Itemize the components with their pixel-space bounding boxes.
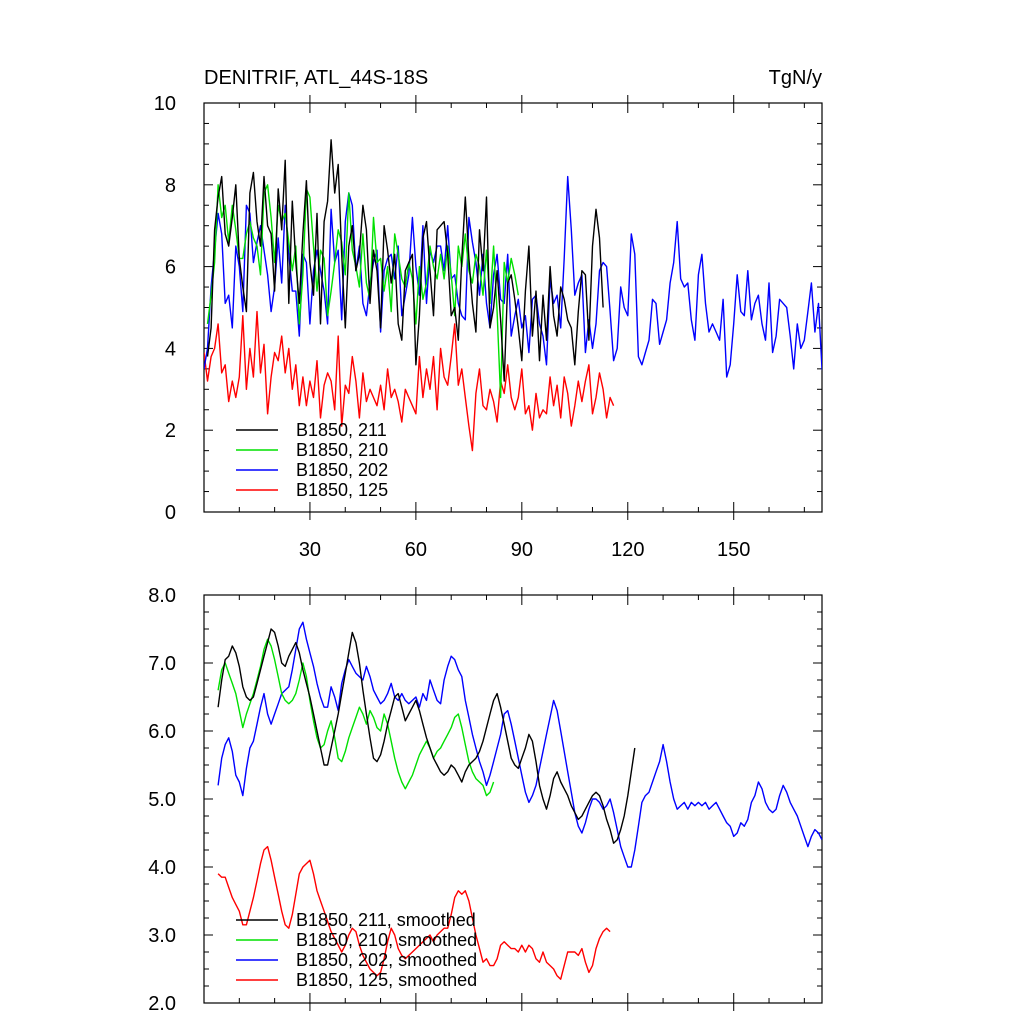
bottom-y-tick-label: 3.0	[148, 925, 176, 947]
top-legend-label: B1850, 202	[296, 460, 388, 480]
top-y-tick-label: 8	[165, 175, 176, 197]
top-x-tick-label: 60	[405, 539, 427, 561]
top-chart-units: TgN/y	[769, 67, 822, 89]
bottom-series-line-3	[217, 621, 822, 868]
top-legend-label: B1850, 211	[296, 420, 387, 440]
bottom-legend-label: B1850, 125, smoothed	[296, 970, 477, 990]
top-y-tick-label: 0	[165, 502, 176, 524]
bottom-y-tick-label: 5.0	[148, 789, 176, 811]
bottom-y-tick-label: 4.0	[148, 857, 176, 879]
top-series-line-3	[204, 175, 822, 378]
bottom-y-tick-label: 8.0	[148, 585, 176, 607]
top-x-tick-label: 30	[299, 539, 321, 561]
bottom-series-line-2	[217, 638, 495, 797]
top-chart-title: DENITRIF, ATL_44S-18S	[204, 67, 428, 89]
top-y-tick-label: 10	[154, 93, 176, 115]
bottom-legend-label: B1850, 211, smoothed	[296, 910, 476, 930]
top-y-tick-label: 4	[165, 338, 176, 360]
bottom-y-tick-label: 2.0	[148, 993, 176, 1015]
top-series-line-1	[206, 139, 604, 382]
top-y-tick-label: 6	[165, 257, 176, 279]
top-legend-label: B1850, 210	[296, 440, 388, 460]
bottom-y-tick-label: 7.0	[148, 653, 176, 675]
top-series-line-4	[204, 310, 615, 452]
top-x-tick-label: 90	[511, 539, 533, 561]
top-series-line-2	[206, 184, 519, 399]
bottom-plot-area: 2.0 3.0 4.0 5.0 6.0 7.0 8.0 B1850, 211, smoothe…	[148, 585, 823, 1015]
bottom-legend-label: B1850, 210, smoothed	[296, 930, 477, 950]
top-x-tick-label: 150	[717, 539, 750, 561]
top-y-tick-label: 2	[165, 420, 176, 442]
top-x-tick-label: 120	[611, 539, 644, 561]
bottom-legend-label: B1850, 202, smoothed	[296, 950, 477, 970]
bottom-y-tick-label: 6.0	[148, 721, 176, 743]
bottom-series-line-1	[217, 628, 636, 844]
top-legend-label: B1850, 125	[296, 480, 388, 500]
bottom-series-line-4	[217, 845, 611, 980]
